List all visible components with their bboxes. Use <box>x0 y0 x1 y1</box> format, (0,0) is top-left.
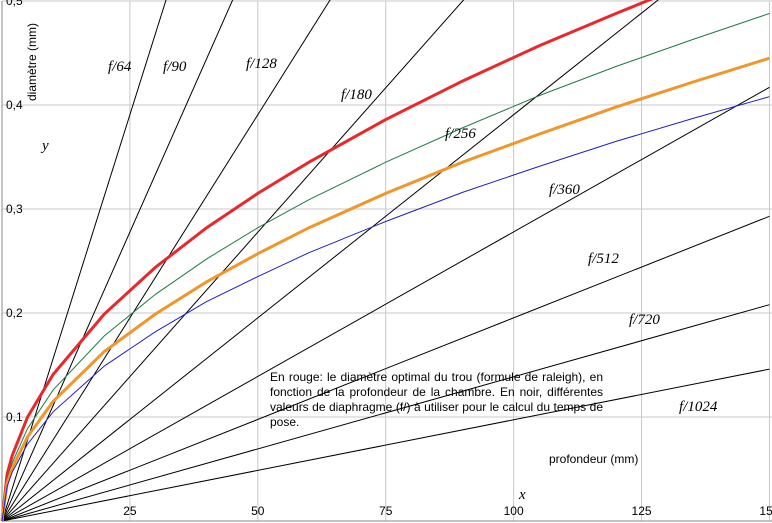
annotation: En rouge: le diamètre optimal du trou (f… <box>270 370 603 429</box>
y-tick-label: 0,1 <box>6 410 23 424</box>
x-tick-label: 25 <box>123 504 137 518</box>
line-label: f/720 <box>629 312 660 328</box>
curve <box>1 13 770 522</box>
f-line <box>1 304 770 522</box>
line-label: f/360 <box>549 182 580 198</box>
y-tick-label: 0,3 <box>6 202 23 216</box>
line-label: f/180 <box>341 87 372 103</box>
x-axis-label: profondeur (mm) <box>549 452 638 466</box>
y-symbol: y <box>40 138 49 154</box>
y-tick-label: 0,4 <box>6 98 23 112</box>
y-tick-label: 0,2 <box>6 306 23 320</box>
f-line <box>1 86 770 522</box>
y-tick-label: 0,5 <box>6 0 23 8</box>
x-tick-label: 100 <box>504 504 524 518</box>
x-tick-label: 50 <box>251 504 265 518</box>
curve <box>0 56 770 522</box>
line-label: f/256 <box>445 126 476 142</box>
x-tick-label: 125 <box>632 504 652 518</box>
x-symbol: x <box>518 487 526 503</box>
line-label: f/512 <box>588 251 619 267</box>
x-tick-label: 75 <box>379 504 393 518</box>
line-label: f/90 <box>163 59 187 75</box>
f-line <box>1 215 770 522</box>
line-label: f/64 <box>108 59 132 75</box>
curve <box>1 96 770 522</box>
y-axis-label: diamètre (mm) <box>25 23 39 101</box>
f-line <box>1 368 770 522</box>
line-label: f/1024 <box>679 399 718 415</box>
line-label: f/128 <box>246 56 277 72</box>
x-tick-label: 150 <box>759 504 772 518</box>
